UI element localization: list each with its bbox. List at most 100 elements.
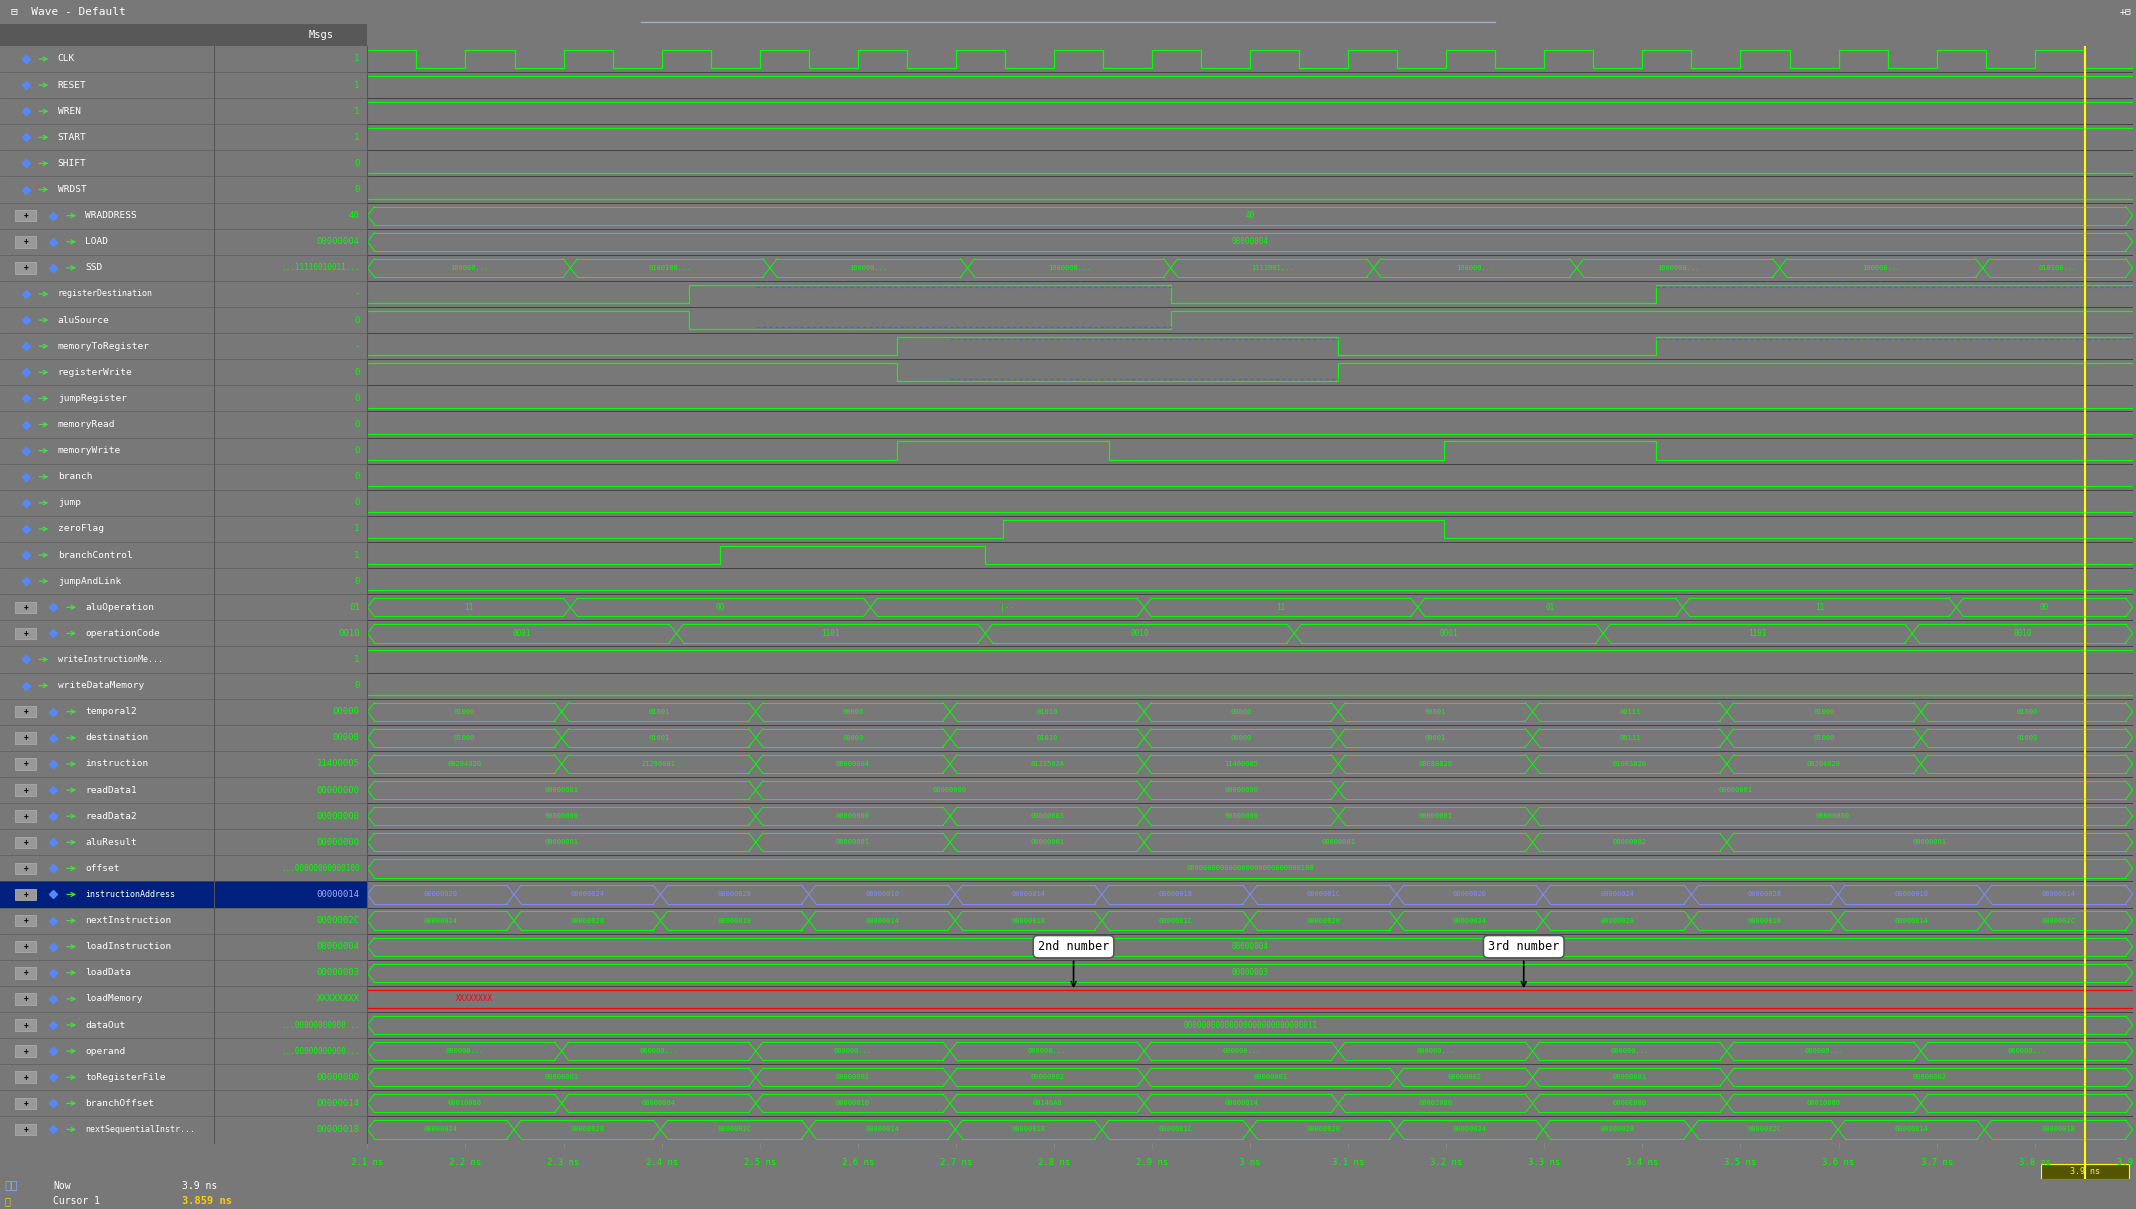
Text: +: + — [23, 864, 28, 873]
Text: 1: 1 — [355, 133, 359, 141]
Text: +: + — [23, 942, 28, 951]
Text: dataOut: dataOut — [85, 1020, 126, 1030]
Text: 00000020: 00000020 — [1307, 1127, 1341, 1133]
Text: 0: 0 — [355, 394, 359, 403]
Text: 00000014: 00000014 — [1224, 1100, 1258, 1106]
Text: ...00000000000...: ...00000000000... — [282, 1047, 359, 1055]
Text: 0000001C: 0000001C — [1160, 1127, 1192, 1133]
Text: 00000014: 00000014 — [316, 1099, 359, 1107]
Text: 1: 1 — [355, 81, 359, 89]
Text: zeroFlag: zeroFlag — [58, 525, 105, 533]
Text: 000000...: 000000... — [1805, 1048, 1843, 1054]
Text: 2.7 ns: 2.7 ns — [940, 1158, 972, 1167]
Text: SSD: SSD — [85, 264, 103, 272]
Text: 00000: 00000 — [842, 708, 863, 715]
Text: 11: 11 — [1816, 603, 1824, 612]
FancyBboxPatch shape — [15, 1071, 36, 1083]
Text: 00111: 00111 — [1619, 735, 1640, 741]
Text: 11400005: 11400005 — [1224, 760, 1258, 767]
Text: 00000020: 00000020 — [1452, 891, 1487, 897]
Text: 1101: 1101 — [1749, 629, 1766, 638]
Text: 00E80820: 00E80820 — [1418, 760, 1452, 767]
Text: 0100100...: 0100100... — [649, 265, 692, 271]
Text: 00000018: 00000018 — [1012, 1127, 1045, 1133]
Text: 00000003: 00000003 — [1232, 968, 1269, 977]
Text: 00000: 00000 — [333, 707, 359, 716]
FancyBboxPatch shape — [15, 627, 36, 640]
Text: 00000001: 00000001 — [835, 1075, 869, 1080]
Text: operand: operand — [85, 1047, 126, 1055]
Text: 00000001: 00000001 — [835, 839, 869, 845]
Text: 01000: 01000 — [2016, 708, 2038, 715]
Text: 00000001: 00000001 — [545, 839, 579, 845]
Text: 0000E080: 0000E080 — [1613, 1100, 1647, 1106]
Text: 00000018: 00000018 — [1160, 891, 1192, 897]
Text: 00000028: 00000028 — [1600, 918, 1634, 924]
FancyBboxPatch shape — [15, 810, 36, 822]
Text: 2.5 ns: 2.5 ns — [743, 1158, 775, 1167]
FancyBboxPatch shape — [15, 967, 36, 978]
Text: 00: 00 — [716, 603, 724, 612]
Text: 000000...: 000000... — [1027, 1048, 1066, 1054]
Text: 00000024: 00000024 — [1600, 891, 1634, 897]
Text: CLK: CLK — [58, 54, 75, 64]
Text: 1: 1 — [355, 54, 359, 64]
Text: +: + — [23, 707, 28, 716]
Text: 00000002: 00000002 — [1613, 839, 1647, 845]
Text: 00000024: 00000024 — [570, 891, 604, 897]
Text: 21290001: 21290001 — [641, 760, 675, 767]
Text: writeInstructionMe...: writeInstructionMe... — [58, 655, 162, 664]
Text: 000000...: 000000... — [2008, 1048, 2046, 1054]
Text: +: + — [23, 264, 28, 272]
Text: branchOffset: branchOffset — [85, 1099, 154, 1107]
Text: 08000004: 08000004 — [835, 760, 869, 767]
Text: 0: 0 — [355, 316, 359, 324]
Text: 00000014: 00000014 — [865, 1127, 899, 1133]
Text: 00000: 00000 — [1230, 735, 1252, 741]
Text: 08000004: 08000004 — [316, 237, 359, 247]
Text: 00000001: 00000001 — [1719, 787, 1752, 793]
Text: +: + — [23, 838, 28, 846]
Text: 00000024: 00000024 — [423, 1127, 457, 1133]
Text: XXXXXXXX: XXXXXXXX — [455, 995, 493, 1003]
Text: loadInstruction: loadInstruction — [85, 942, 171, 951]
FancyBboxPatch shape — [2042, 1164, 2130, 1179]
Text: +⊟: +⊟ — [2119, 7, 2132, 17]
Text: 3.9 ns: 3.9 ns — [2117, 1158, 2136, 1167]
FancyBboxPatch shape — [15, 602, 36, 613]
Text: 00000020: 00000020 — [1307, 918, 1341, 924]
Text: 3.9 ns: 3.9 ns — [182, 1181, 218, 1191]
Text: 00000018: 00000018 — [2042, 1127, 2076, 1133]
Text: 00140A8: 00140A8 — [1032, 1100, 1062, 1106]
Text: 01000: 01000 — [453, 735, 474, 741]
Text: +: + — [23, 1047, 28, 1055]
Text: 00000001: 00000001 — [1254, 1075, 1288, 1080]
Text: 11: 11 — [1277, 603, 1286, 612]
Text: 00000028: 00000028 — [570, 1127, 604, 1133]
FancyBboxPatch shape — [15, 1046, 36, 1057]
Text: 0001: 0001 — [1440, 629, 1459, 638]
Text: loadData: loadData — [85, 968, 132, 977]
Text: 00000014: 00000014 — [2042, 891, 2076, 897]
Text: 00000000: 00000000 — [835, 814, 869, 820]
Text: 00000: 00000 — [333, 734, 359, 742]
Text: +: + — [23, 759, 28, 769]
Text: 00000000: 00000000 — [1816, 814, 1850, 820]
Text: 3.6 ns: 3.6 ns — [1822, 1158, 1854, 1167]
Text: 000000...: 000000... — [1416, 1048, 1455, 1054]
Text: 00002080: 00002080 — [1418, 1100, 1452, 1106]
Text: 2.6 ns: 2.6 ns — [842, 1158, 874, 1167]
FancyBboxPatch shape — [15, 889, 36, 901]
Text: 00000024: 00000024 — [1452, 1127, 1487, 1133]
Text: 00000010: 00000010 — [865, 891, 899, 897]
Text: registerWrite: registerWrite — [58, 368, 132, 377]
Text: jumpAndLink: jumpAndLink — [58, 577, 122, 585]
Text: Now: Now — [53, 1181, 70, 1191]
Text: 00000014: 00000014 — [1895, 918, 1929, 924]
Text: 3.4 ns: 3.4 ns — [1625, 1158, 1658, 1167]
Text: 01001: 01001 — [647, 735, 669, 741]
Text: 00000000: 00000000 — [933, 787, 968, 793]
Text: +: + — [23, 1020, 28, 1030]
Text: 00010080: 00010080 — [1807, 1100, 1841, 1106]
Text: +: + — [23, 786, 28, 794]
